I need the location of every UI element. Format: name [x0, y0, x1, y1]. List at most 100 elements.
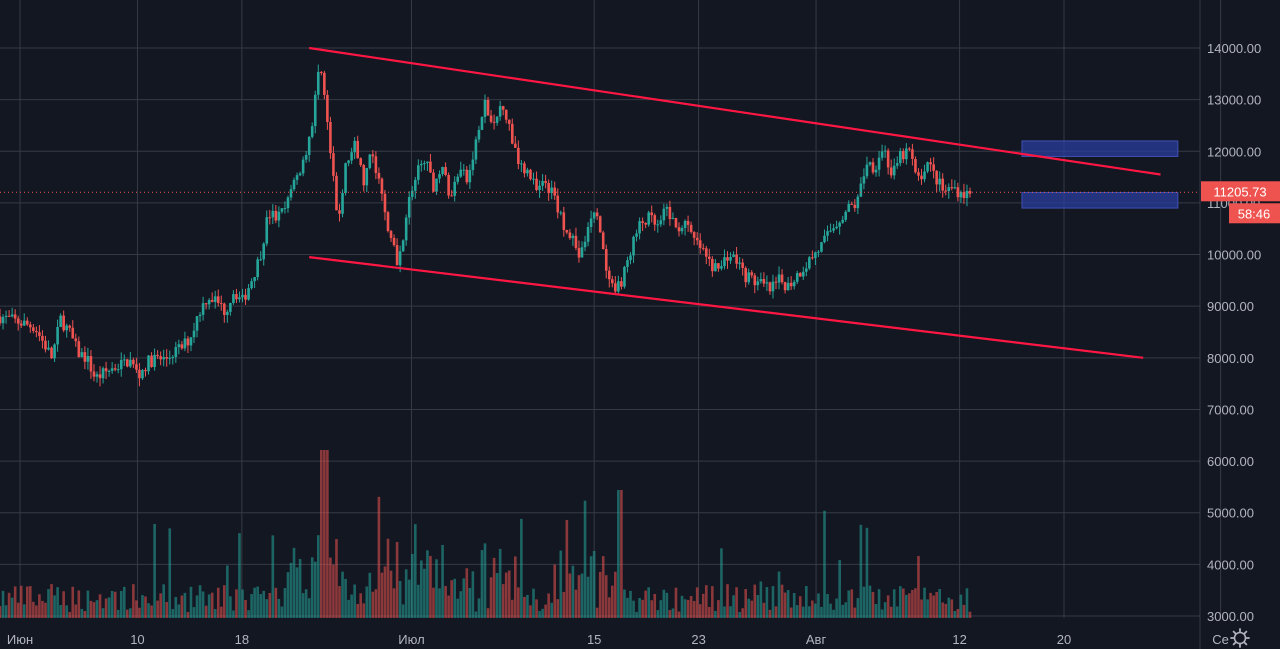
candle-body: [483, 100, 487, 118]
volume-bar: [444, 586, 447, 618]
candle-body: [844, 211, 848, 220]
candle-body: [347, 160, 350, 164]
candle-body: [420, 163, 423, 166]
candle-body: [44, 340, 47, 350]
volume-bar: [726, 584, 729, 618]
time-axis[interactable]: Июн 10 18 Июл 15 23 Авг 12 20 Се: [7, 632, 1229, 647]
candle-body: [774, 281, 778, 283]
candle-body: [144, 369, 147, 372]
time-tick-label: Июл: [398, 632, 424, 647]
candle-body: [559, 212, 563, 214]
candle-body: [692, 231, 696, 238]
candle-body: [59, 315, 62, 327]
candle-body: [365, 167, 369, 186]
candle-body: [53, 344, 56, 359]
price-axis[interactable]: 14000.0013000.0012000.0011000.0010000.00…: [1207, 41, 1261, 624]
candle-body: [219, 303, 223, 305]
volume-bar: [832, 609, 835, 618]
volume-bar: [126, 609, 129, 618]
candle-body: [520, 163, 523, 165]
candle-body: [471, 159, 475, 171]
volume-bar: [456, 598, 460, 618]
candle-body: [459, 169, 463, 177]
candle-body: [814, 252, 817, 259]
volume-bar: [659, 600, 663, 618]
candle-body: [383, 193, 387, 213]
candle-body: [41, 335, 44, 341]
volume-bar: [304, 589, 308, 618]
volume-bar: [417, 584, 420, 618]
candle-body: [674, 217, 678, 228]
candle-body: [62, 315, 65, 331]
volume-bar: [968, 611, 972, 618]
volume-bar: [80, 608, 84, 618]
volume-bar: [783, 592, 787, 618]
candle-body: [832, 228, 835, 231]
volume-bar: [838, 560, 841, 618]
candle-body: [653, 215, 657, 225]
candle-body: [468, 170, 472, 183]
volume-bar: [25, 586, 29, 618]
volume-bar: [465, 568, 469, 618]
volume-bar: [577, 575, 581, 618]
settings-icon[interactable]: [1230, 628, 1250, 648]
candle-body: [786, 282, 790, 291]
volume-bar: [501, 584, 505, 618]
volume-bar: [880, 609, 884, 618]
candle-body: [429, 161, 432, 173]
candle-body: [856, 196, 860, 209]
candle-body: [898, 151, 902, 164]
volume-bar: [238, 533, 241, 618]
price-tick-label: 7000.00: [1207, 402, 1254, 417]
volume-bar: [13, 586, 17, 618]
candle-body: [683, 220, 687, 228]
candle-body: [729, 257, 732, 261]
candle-body: [10, 314, 14, 317]
volume-bar: [638, 598, 641, 618]
candle-body: [323, 72, 326, 95]
candle-body: [714, 263, 717, 272]
volume-bar: [65, 605, 68, 618]
volume-bar: [22, 604, 26, 618]
volume-bar: [83, 610, 87, 618]
candle-body: [507, 119, 511, 124]
price-tag: [1201, 181, 1280, 202]
volume-bar: [256, 586, 259, 618]
volume-bar: [1, 590, 5, 618]
volume-bar: [556, 599, 560, 618]
volume-bar: [198, 585, 202, 618]
candle-body: [156, 354, 159, 357]
candle-body: [759, 279, 763, 282]
candle-body: [16, 318, 20, 324]
price-tick-label: 4000.00: [1207, 557, 1254, 572]
volume-bar: [553, 564, 557, 618]
candle-body: [235, 294, 238, 300]
volume-bar: [671, 608, 675, 618]
volume-bar: [122, 586, 126, 618]
candle-body: [498, 106, 502, 117]
candle-body: [189, 337, 193, 346]
candle-body: [477, 129, 481, 140]
candle-body: [711, 258, 714, 272]
volume-bar: [329, 557, 332, 618]
candle-body: [956, 187, 960, 198]
candle-body: [777, 274, 781, 283]
candle-body: [86, 356, 90, 362]
candle-body: [689, 224, 693, 232]
volume-bar: [738, 611, 741, 618]
candle-body: [456, 176, 460, 182]
trendline[interactable]: [309, 256, 1144, 359]
candle-body: [486, 100, 490, 116]
trendline[interactable]: [309, 46, 1161, 176]
volume-bar: [289, 562, 293, 618]
volume-bar: [865, 527, 869, 618]
countdown-value: 58:46: [1238, 206, 1271, 221]
candle-body: [395, 245, 399, 266]
volume-bar: [459, 591, 463, 618]
candle-body: [98, 374, 102, 379]
volume-bar: [335, 539, 338, 618]
time-tick-label: Июн: [7, 632, 33, 647]
candle-body: [738, 262, 741, 264]
price-tick-label: 8000.00: [1207, 351, 1254, 366]
